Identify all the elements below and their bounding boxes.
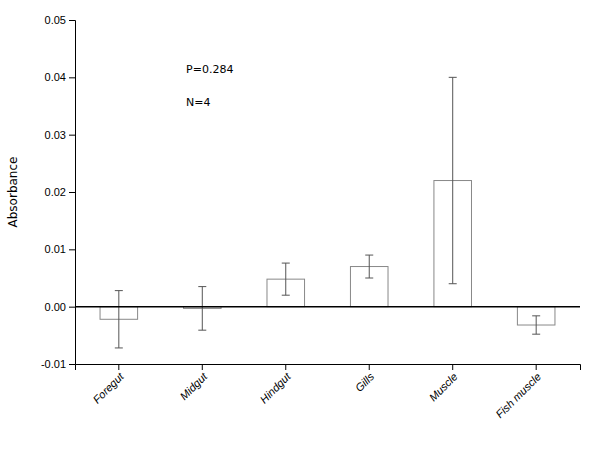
error-bar <box>115 291 123 348</box>
y-tick-mark <box>69 77 75 78</box>
annotation: N=4 <box>186 96 210 109</box>
x-tick: Midgut <box>177 364 209 402</box>
error-bar <box>198 287 206 331</box>
x-tick: Foregut <box>91 364 127 406</box>
y-tick-label: 0.04 <box>45 71 66 83</box>
y-tick-label: 0.01 <box>45 243 66 255</box>
chart-container: -0.01 0.00 0.01 0.02 0.03 0.04 0.05 Foregut Midg… <box>0 0 600 459</box>
x-tick-mark <box>452 364 453 370</box>
x-tick-label: Gills <box>353 370 377 394</box>
y-tick-mark <box>69 307 75 308</box>
x-tick: Fish muscle <box>493 364 543 420</box>
y-tick-mark <box>69 192 75 193</box>
x-axis-line <box>76 365 581 371</box>
x-tick-mark <box>202 364 203 370</box>
x-tick: Gills <box>353 364 377 394</box>
y-axis-line <box>69 21 76 365</box>
x-tick-label: Foregut <box>91 370 127 406</box>
x-tick-mark <box>118 364 119 370</box>
y-axis: -0.01 0.00 0.01 0.02 0.03 0.04 0.05 <box>41 14 76 370</box>
x-tick: Muscle <box>427 364 460 403</box>
x-tick-mark <box>285 364 286 370</box>
y-tick-mark <box>69 20 75 21</box>
error-bar <box>532 316 540 334</box>
x-tick: Hindgut <box>257 364 293 406</box>
error-bar <box>282 263 290 295</box>
y-tick: 0.02 <box>45 186 75 198</box>
error-bar <box>449 77 457 283</box>
y-tick: 0.01 <box>45 243 75 255</box>
error-bar <box>365 255 373 278</box>
x-tick-mark <box>369 364 370 370</box>
x-tick-label: Midgut <box>177 370 209 402</box>
y-tick: 0.03 <box>45 129 75 141</box>
y-tick: 0.05 <box>45 14 75 26</box>
annotation: P=0.284 <box>186 63 233 76</box>
x-tick-label: Hindgut <box>257 370 293 406</box>
plot: -0.01 0.00 0.01 0.02 0.03 0.04 0.05 Foregut Midg… <box>6 14 581 420</box>
y-tick-label: 0.03 <box>45 129 66 141</box>
y-tick: 0.00 <box>45 301 75 313</box>
y-tick: -0.01 <box>41 358 75 370</box>
x-axis: Foregut Midgut Hindgut Gills Muscle Fish musc… <box>76 364 581 420</box>
x-tick-label: Muscle <box>427 370 460 403</box>
y-tick-mark <box>69 364 75 365</box>
y-tick: 0.04 <box>45 71 75 83</box>
y-tick-label: 0.00 <box>45 301 66 313</box>
y-tick-label: 0.02 <box>45 186 66 198</box>
y-axis-title: Absorbance <box>6 157 20 228</box>
chart-svg: -0.01 0.00 0.01 0.02 0.03 0.04 0.05 Foregut Midg… <box>0 0 600 459</box>
x-tick-label: Fish muscle <box>493 370 543 420</box>
y-tick-label: 0.05 <box>45 14 66 26</box>
y-tick-mark <box>69 249 75 250</box>
y-tick-label: -0.01 <box>41 358 66 370</box>
zero-line <box>75 306 580 308</box>
y-tick-mark <box>69 135 75 136</box>
x-tick-mark <box>536 364 537 370</box>
